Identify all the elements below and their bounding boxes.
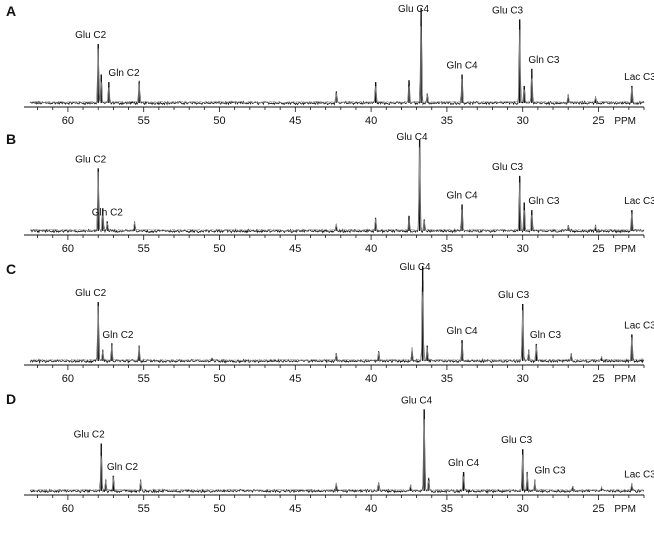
- x-tick-label: 50: [213, 243, 225, 255]
- peak-label: Glu C4: [400, 262, 432, 273]
- x-tick-label: 25: [592, 243, 604, 255]
- peak-label: Glu C3: [498, 290, 530, 301]
- panel-letter: A: [6, 3, 16, 19]
- x-tick-label: 35: [441, 243, 453, 255]
- x-tick-label: 45: [289, 373, 301, 385]
- x-tick-label: 50: [213, 373, 225, 385]
- spectrum-panel-b: B 60 55 50 45 40 35 30 25 PPM Glu C2 Gln C2 Glu C4 Gl…: [6, 131, 654, 255]
- peak-label: Lac C3: [624, 72, 654, 83]
- peak-label: Glu C4: [401, 395, 433, 406]
- peak-label: Gln C3: [528, 55, 560, 66]
- peak-label: Gln C3: [534, 466, 566, 477]
- panel-letter: C: [6, 261, 16, 277]
- peak-label: Gln C4: [447, 326, 479, 337]
- x-tick-label: 45: [289, 503, 301, 515]
- x-tick-label: 55: [138, 503, 150, 515]
- x-axis-unit-label: PPM: [614, 504, 636, 515]
- x-tick-label: 30: [517, 503, 529, 515]
- spectrum-panel-a: A 60 55 50 45 40 35 30 25 PPM Glu C2 Gln C2 Glu C4 Gl…: [6, 3, 654, 127]
- peak-label: Gln C4: [447, 61, 479, 72]
- x-tick-label: 35: [441, 503, 453, 515]
- x-tick-label: 45: [289, 243, 301, 255]
- peak-label: Gln C2: [108, 68, 140, 79]
- peak-label: Gln C3: [528, 196, 560, 207]
- x-tick-label: 25: [592, 503, 604, 515]
- peak-label: Gln C4: [447, 190, 479, 201]
- x-tick-label: 50: [213, 115, 225, 127]
- spectrum-panel-d: D 60 55 50 45 40 35 30 25 PPM Glu C2 Gln C2 Glu C4 Gl…: [6, 391, 654, 515]
- panel-letter: B: [6, 131, 16, 147]
- x-tick-label: 60: [62, 243, 74, 255]
- panel-letter: D: [6, 391, 16, 407]
- spectrum-trace-overlay: [29, 419, 645, 492]
- peak-label: Glu C3: [492, 162, 524, 173]
- peak-label: Glu C4: [396, 132, 428, 143]
- spectrum-trace-overlay: [29, 26, 645, 104]
- spectrum-trace-overlay: [29, 147, 645, 232]
- x-tick-label: 35: [441, 373, 453, 385]
- peak-label: Gln C2: [107, 462, 139, 473]
- spectrum-trace-overlay: [29, 291, 645, 362]
- peak-label: Lac C3: [624, 469, 654, 480]
- peak-label: Gln C4: [448, 458, 480, 469]
- x-tick-label: 35: [441, 115, 453, 127]
- x-tick-label: 30: [517, 243, 529, 255]
- x-tick-label: 30: [517, 373, 529, 385]
- x-axis-unit-label: PPM: [614, 374, 636, 385]
- x-tick-label: 60: [62, 373, 74, 385]
- peak-label: Glu C2: [74, 430, 106, 441]
- x-tick-label: 55: [138, 373, 150, 385]
- x-tick-label: 25: [592, 115, 604, 127]
- peak-label: Glu C4: [398, 4, 430, 15]
- x-tick-label: 55: [138, 115, 150, 127]
- spectrum-trace: [29, 140, 645, 234]
- peak-label: Gln C2: [102, 330, 134, 341]
- x-tick-label: 25: [592, 373, 604, 385]
- x-tick-label: 50: [213, 503, 225, 515]
- x-tick-label: 30: [517, 115, 529, 127]
- x-tick-label: 40: [365, 243, 377, 255]
- spectrum-trace: [29, 280, 645, 365]
- x-tick-label: 60: [62, 115, 74, 127]
- peak-label: Lac C3: [624, 196, 654, 207]
- spectrum-trace: [29, 411, 645, 495]
- peak-label: Glu C3: [492, 5, 524, 16]
- peak-label: Glu C3: [501, 435, 533, 446]
- x-axis-unit-label: PPM: [614, 116, 636, 127]
- x-tick-label: 45: [289, 115, 301, 127]
- x-axis-unit-label: PPM: [614, 244, 636, 255]
- spectrum-panel-c: C 60 55 50 45 40 35 30 25 PPM Glu C2 Gln C2 Glu C4 Gl…: [6, 261, 654, 385]
- peak-label: Glu C2: [75, 154, 107, 165]
- peak-label: Gln C2: [92, 208, 124, 219]
- x-tick-label: 40: [365, 373, 377, 385]
- x-tick-label: 55: [138, 243, 150, 255]
- x-tick-label: 40: [365, 503, 377, 515]
- x-tick-label: 40: [365, 115, 377, 127]
- peak-label: Lac C3: [624, 320, 654, 331]
- peak-label: Glu C2: [75, 30, 107, 41]
- peak-label: Glu C2: [75, 288, 107, 299]
- peak-label: Gln C3: [530, 330, 562, 341]
- x-tick-label: 60: [62, 503, 74, 515]
